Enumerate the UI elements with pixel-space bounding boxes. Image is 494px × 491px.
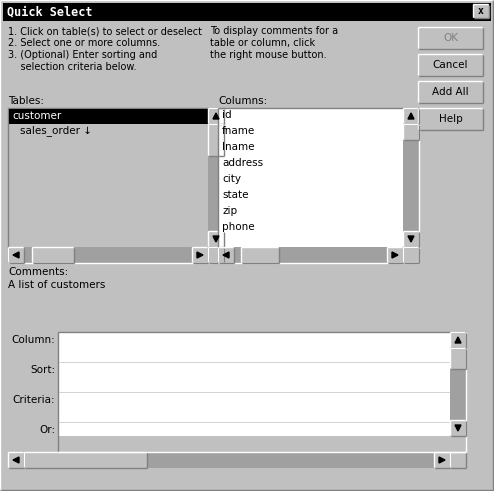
- Polygon shape: [213, 113, 219, 119]
- Bar: [241, 247, 279, 263]
- Text: phone: phone: [222, 222, 254, 232]
- Bar: [9, 109, 208, 124]
- Bar: [418, 108, 483, 130]
- Polygon shape: [408, 113, 414, 119]
- Bar: [387, 247, 403, 263]
- Text: 2. Select one or more columns.: 2. Select one or more columns.: [8, 38, 160, 48]
- Text: zip: zip: [222, 206, 237, 216]
- Text: city: city: [222, 174, 241, 184]
- Bar: [403, 108, 419, 247]
- Text: OK: OK: [443, 33, 458, 43]
- Bar: [8, 452, 24, 468]
- Text: To display comments for a: To display comments for a: [210, 26, 338, 36]
- Bar: [450, 420, 466, 436]
- Text: address: address: [222, 158, 263, 168]
- Bar: [403, 124, 419, 231]
- Bar: [208, 108, 224, 124]
- Text: x: x: [478, 6, 484, 16]
- Text: the right mouse button.: the right mouse button.: [210, 50, 327, 60]
- Bar: [208, 124, 224, 231]
- Text: table or column, click: table or column, click: [210, 38, 315, 48]
- Bar: [403, 231, 419, 247]
- Bar: [218, 247, 234, 263]
- Text: Add All: Add All: [432, 87, 469, 97]
- Text: Sort:: Sort:: [30, 365, 55, 375]
- Polygon shape: [392, 252, 398, 258]
- Text: Quick Select: Quick Select: [7, 5, 92, 19]
- Bar: [192, 247, 208, 263]
- Text: state: state: [222, 190, 248, 200]
- Bar: [24, 452, 434, 468]
- Bar: [218, 247, 403, 263]
- Text: Column:: Column:: [11, 335, 55, 345]
- Bar: [8, 247, 24, 263]
- Bar: [8, 247, 208, 263]
- Polygon shape: [439, 457, 445, 463]
- Bar: [219, 109, 403, 247]
- Text: lname: lname: [222, 142, 254, 152]
- Bar: [208, 108, 224, 247]
- Bar: [450, 332, 466, 436]
- Polygon shape: [223, 252, 229, 258]
- Text: Criteria:: Criteria:: [12, 395, 55, 405]
- Text: fname: fname: [222, 126, 255, 136]
- Text: Help: Help: [439, 114, 462, 124]
- Bar: [418, 54, 483, 76]
- Bar: [434, 452, 450, 468]
- Bar: [473, 4, 489, 18]
- Bar: [450, 348, 466, 369]
- Text: 3. (Optional) Enter sorting and: 3. (Optional) Enter sorting and: [8, 50, 157, 60]
- Bar: [403, 247, 419, 263]
- Text: sales_order ↓: sales_order ↓: [20, 126, 92, 136]
- Polygon shape: [455, 337, 461, 343]
- Bar: [3, 3, 491, 21]
- Bar: [24, 452, 147, 468]
- Bar: [418, 81, 483, 103]
- Bar: [403, 124, 419, 140]
- Polygon shape: [13, 457, 19, 463]
- Bar: [9, 109, 208, 247]
- Polygon shape: [408, 236, 414, 242]
- Text: selection criteria below.: selection criteria below.: [8, 62, 136, 72]
- Bar: [450, 348, 466, 420]
- Text: id: id: [222, 110, 232, 120]
- Bar: [24, 247, 192, 263]
- Polygon shape: [13, 252, 19, 258]
- Bar: [234, 247, 387, 263]
- Text: Cancel: Cancel: [433, 60, 468, 70]
- Polygon shape: [455, 425, 461, 431]
- Text: Or:: Or:: [39, 425, 55, 435]
- Bar: [59, 333, 450, 436]
- Bar: [450, 452, 466, 468]
- Text: Comments:: Comments:: [8, 267, 68, 277]
- Bar: [403, 108, 419, 124]
- Bar: [8, 452, 450, 468]
- Bar: [208, 247, 224, 263]
- Bar: [450, 332, 466, 348]
- Bar: [32, 247, 74, 263]
- Text: Tables:: Tables:: [8, 96, 44, 106]
- Bar: [208, 124, 224, 156]
- Text: customer: customer: [12, 111, 61, 121]
- Text: 1. Click on table(s) to select or deselect: 1. Click on table(s) to select or desele…: [8, 26, 202, 36]
- Bar: [208, 231, 224, 247]
- Polygon shape: [213, 236, 219, 242]
- Text: Columns:: Columns:: [218, 96, 267, 106]
- Bar: [418, 27, 483, 49]
- Text: A list of customers: A list of customers: [8, 280, 105, 290]
- Polygon shape: [197, 252, 203, 258]
